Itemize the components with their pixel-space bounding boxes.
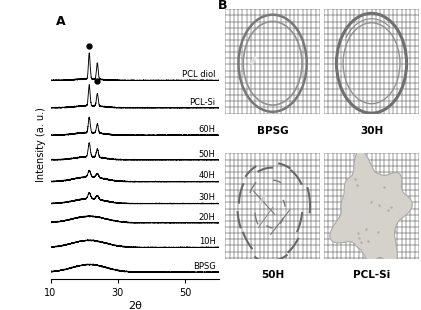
Text: 20H: 20H [199, 212, 216, 222]
Text: 30H: 30H [199, 193, 216, 202]
Text: A: A [56, 15, 65, 28]
FancyBboxPatch shape [324, 114, 419, 144]
Text: BPSG: BPSG [193, 262, 216, 271]
FancyBboxPatch shape [225, 259, 320, 288]
Text: 60H: 60H [199, 125, 216, 134]
Text: 10H: 10H [199, 237, 216, 246]
Text: 50H: 50H [261, 270, 284, 280]
Polygon shape [330, 150, 412, 264]
Text: 30H: 30H [360, 126, 383, 136]
Text: 50H: 50H [199, 149, 216, 158]
Text: PCL-Si: PCL-Si [189, 98, 216, 107]
Text: B: B [218, 0, 227, 11]
Y-axis label: Intensity (a. u.): Intensity (a. u.) [36, 107, 46, 182]
X-axis label: 2θ: 2θ [128, 301, 141, 310]
Text: PCL diol: PCL diol [182, 70, 216, 79]
Text: PCL-Si: PCL-Si [353, 270, 390, 280]
FancyBboxPatch shape [225, 114, 320, 144]
Text: BPSG: BPSG [257, 126, 288, 136]
Text: 40H: 40H [199, 171, 216, 180]
FancyBboxPatch shape [324, 259, 419, 288]
